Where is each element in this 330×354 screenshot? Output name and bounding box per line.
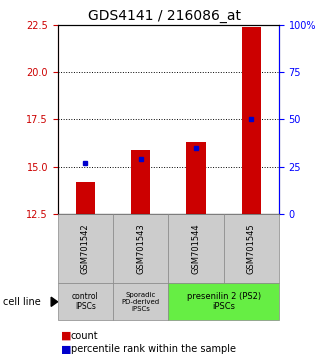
Text: percentile rank within the sample: percentile rank within the sample [71, 344, 236, 354]
Bar [131, 150, 150, 214]
Text: GSM701542: GSM701542 [81, 223, 90, 274]
Text: ■: ■ [61, 331, 72, 341]
Bar [242, 27, 261, 214]
Text: GDS4141 / 216086_at: GDS4141 / 216086_at [88, 9, 242, 23]
Bar [186, 142, 206, 214]
Text: GSM701544: GSM701544 [191, 223, 200, 274]
Text: GSM701545: GSM701545 [247, 223, 256, 274]
Text: cell line: cell line [3, 297, 41, 307]
Text: Sporadic
PD-derived
iPSCs: Sporadic PD-derived iPSCs [121, 292, 160, 312]
Text: presenilin 2 (PS2)
iPSCs: presenilin 2 (PS2) iPSCs [186, 292, 261, 312]
Text: ■: ■ [61, 344, 72, 354]
Text: count: count [71, 331, 99, 341]
Bar [76, 182, 95, 214]
Text: GSM701543: GSM701543 [136, 223, 145, 274]
Text: control
IPSCs: control IPSCs [72, 292, 99, 312]
Polygon shape [51, 297, 57, 306]
